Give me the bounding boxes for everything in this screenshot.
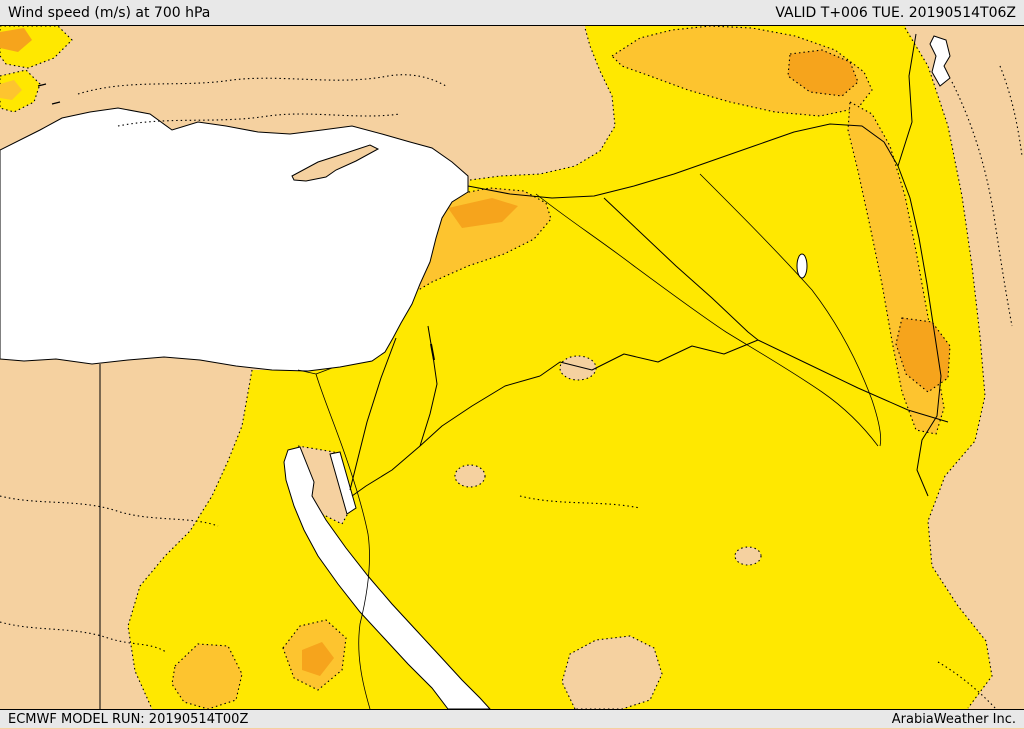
river-tigris [699, 173, 882, 447]
credit-label: ArabiaWeather Inc. [891, 711, 1016, 727]
contour-turkey-band-edge [469, 27, 616, 181]
land-patch-hole-1 [559, 355, 597, 381]
border-iran-west [897, 165, 942, 497]
map-title: Wind speed (m/s) at 700 hPa [8, 4, 211, 21]
map-canvas [0, 26, 1024, 709]
wind-band-peak-south [302, 642, 334, 676]
wind-band-peak-aegean-1 [0, 28, 32, 52]
land-patch-south-center [561, 635, 663, 709]
wind-band-peak-zagros [895, 317, 951, 393]
map-footer: ECMWF MODEL RUN: 20190514T00Z ArabiaWeat… [0, 709, 1024, 728]
contour-arabia-center [519, 495, 641, 509]
lake-tharthar [796, 253, 808, 279]
river-nile-delta [297, 367, 333, 375]
river-nile [315, 373, 371, 709]
country-borders [99, 33, 949, 709]
contour-turkey-1 [77, 74, 447, 95]
contour-east-1 [951, 81, 1013, 327]
contour-east-band-edge [904, 27, 993, 709]
contour-egypt-2 [0, 621, 167, 653]
sea-red [283, 446, 491, 709]
island-cyprus [291, 144, 380, 182]
aegean-islets [37, 83, 61, 105]
border-israel-jordan [419, 325, 438, 447]
lake-urmia [929, 35, 951, 87]
wind-band-mid-main [128, 26, 992, 709]
wind-band-high-northeast [611, 26, 873, 117]
model-run-label: ECMWF MODEL RUN: 20190514T00Z [8, 711, 249, 727]
wind-band-high-aegean-2 [0, 80, 22, 100]
contour-east-2 [999, 65, 1023, 157]
border-egypt-israel [349, 337, 397, 491]
contour-southeast [937, 661, 997, 709]
border-jordan-saudi-east [539, 339, 759, 377]
border-syria-iraq [603, 197, 759, 341]
dotted-contours [0, 27, 1023, 709]
land-patch-hole-2 [454, 464, 486, 488]
wind-band-high-south-1 [171, 643, 243, 709]
river-euphrates [535, 193, 879, 447]
gulf-of-aqaba [329, 451, 357, 515]
wind-band-peak-levant [448, 198, 518, 228]
border-iran-north [897, 33, 917, 167]
border-iraq-saudi [757, 339, 949, 423]
sea-mediterranean [0, 107, 469, 372]
wind-map-svg [0, 26, 1024, 709]
land-patch-hole-3 [734, 546, 762, 566]
border-jordan-saudi-west [351, 375, 541, 497]
valid-time-label: VALID T+006 TUE. 20190514T06Z [775, 4, 1016, 21]
map-header: Wind speed (m/s) at 700 hPa VALID T+006 … [0, 0, 1024, 26]
wind-band-peak-northeast [787, 49, 859, 97]
border-turkey-syria-iraq [467, 123, 899, 199]
